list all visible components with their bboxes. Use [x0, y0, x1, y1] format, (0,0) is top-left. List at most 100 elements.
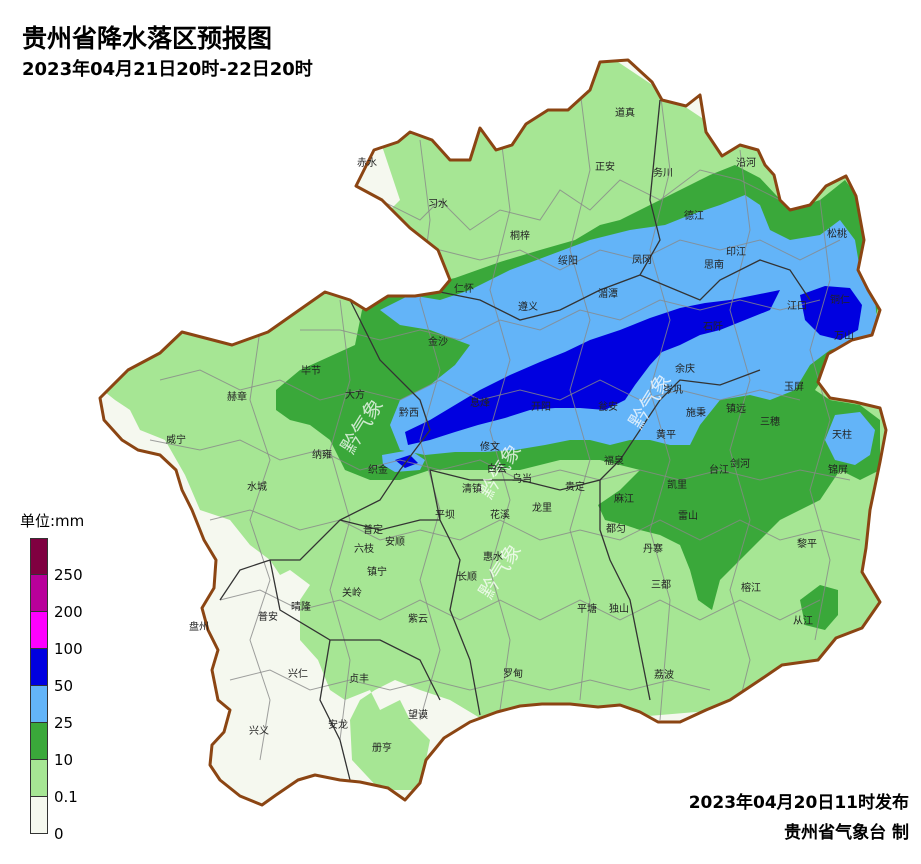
city-label: 福泉	[604, 454, 624, 467]
city-label: 织金	[368, 463, 388, 476]
city-label: 台江	[709, 463, 729, 476]
city-label: 普定	[363, 523, 383, 536]
rain-zone-moderate-south	[800, 585, 838, 630]
legend-label: 0.1	[54, 788, 78, 806]
city-label: 麻江	[614, 492, 634, 505]
city-label: 镇宁	[367, 565, 387, 578]
issue-time: 2023年04月20日11时发布	[688, 793, 909, 813]
city-label: 镇远	[726, 402, 746, 415]
legend-swatch	[30, 760, 48, 797]
city-label: 晴隆	[291, 600, 311, 613]
issue-block: 2023年04月20日11时发布 贵州省气象台 制	[689, 788, 909, 848]
city-label: 湄潭	[598, 288, 618, 300]
city-labels: 道真 赤水 正安 务川 沿河 习水 德江 松桃 桐梓 绥阳 凤冈 思南 印江 仁…	[166, 106, 854, 754]
city-label: 乌当	[512, 472, 532, 485]
city-label: 沿河	[736, 157, 756, 169]
map-title: 贵州省降水落区预报图	[22, 24, 273, 53]
city-label: 施秉	[686, 406, 706, 419]
city-label: 余庆	[675, 362, 695, 375]
city-label: 赫章	[227, 390, 247, 403]
city-label: 安龙	[328, 718, 348, 731]
city-label: 威宁	[166, 433, 186, 446]
city-label: 贞丰	[349, 672, 369, 685]
city-label: 丹寨	[643, 542, 663, 555]
city-label: 松桃	[827, 227, 847, 240]
legend-swatch	[30, 797, 48, 834]
legend-swatch	[30, 649, 48, 686]
city-label: 罗甸	[503, 667, 523, 680]
city-label: 黎平	[797, 537, 817, 550]
city-label: 盘州	[189, 620, 209, 633]
city-label: 从江	[793, 615, 813, 627]
city-label: 铜仁	[830, 294, 850, 306]
city-label: 修文	[480, 440, 500, 453]
city-label: 万山	[834, 330, 854, 342]
city-label: 荔波	[654, 668, 674, 681]
legend-label: 100	[54, 640, 83, 658]
legend-label: 200	[54, 603, 83, 621]
city-label: 凤冈	[632, 254, 652, 266]
city-label: 关岭	[342, 586, 362, 599]
city-label: 息烽	[470, 396, 490, 409]
city-label: 三都	[651, 579, 671, 591]
city-label: 遵义	[518, 300, 538, 313]
city-label: 锦屏	[828, 463, 848, 476]
legend-label: 10	[54, 751, 74, 769]
city-label: 印江	[726, 246, 746, 258]
rain-zone-rainstorm-ne	[800, 286, 862, 340]
city-label: 毕节	[301, 364, 321, 377]
city-label: 白云	[487, 462, 507, 475]
city-label: 平塘	[577, 602, 597, 615]
city-label: 习水	[428, 198, 448, 210]
city-label: 金沙	[428, 335, 448, 348]
city-label: 雷山	[678, 510, 698, 522]
city-label: 大方	[345, 388, 365, 401]
legend-swatch	[30, 538, 48, 575]
city-label: 玉屏	[784, 381, 804, 393]
city-label: 紫云	[408, 613, 428, 625]
city-label: 黔西	[399, 406, 419, 419]
title-block: 贵州省降水落区预报图 2023年04月21日20时-22日20时	[22, 22, 313, 84]
rain-zone-rainstorm	[405, 290, 780, 445]
city-label: 务川	[653, 166, 673, 179]
legend-swatch	[30, 575, 48, 612]
city-label: 正安	[595, 160, 615, 173]
city-label: 思南	[704, 258, 724, 271]
city-label: 江口	[787, 300, 807, 312]
city-label: 三穗	[760, 415, 780, 428]
legend-label: 25	[54, 714, 74, 732]
city-label: 水城	[247, 481, 267, 493]
city-label: 开阳	[531, 401, 551, 413]
county-boundaries	[149, 89, 861, 761]
city-label: 惠水	[483, 550, 503, 563]
city-label: 德江	[684, 209, 704, 222]
city-label: 瓮安	[598, 400, 618, 413]
city-label: 桐梓	[510, 229, 530, 242]
city-label: 清镇	[462, 482, 482, 495]
city-label: 天柱	[832, 428, 852, 441]
city-label: 都匀	[606, 523, 626, 535]
rain-zones	[100, 60, 886, 790]
city-label: 花溪	[490, 508, 510, 521]
province-border	[98, 58, 888, 807]
city-label: 道真	[615, 106, 635, 119]
city-label: 独山	[609, 602, 629, 615]
city-label: 六枝	[354, 542, 374, 555]
city-label: 纳雍	[312, 448, 332, 461]
city-label: 兴义	[249, 725, 269, 737]
city-label: 剑河	[730, 457, 750, 470]
city-label: 绥阳	[558, 255, 578, 267]
city-label: 榕江	[741, 581, 761, 594]
city-label: 平坝	[435, 509, 455, 521]
city-label: 长顺	[457, 571, 477, 583]
prefecture-boundaries	[219, 99, 811, 781]
city-label: 贵定	[565, 480, 585, 493]
city-label: 凯里	[667, 478, 687, 491]
rain-zone-heavy-east	[825, 412, 875, 465]
city-label: 兴仁	[288, 668, 308, 680]
city-label: 黄平	[656, 428, 676, 441]
map-subtitle: 2023年04月21日20时-22日20时	[22, 59, 313, 80]
legend-color-bar	[30, 538, 48, 834]
legend-swatch	[30, 612, 48, 649]
